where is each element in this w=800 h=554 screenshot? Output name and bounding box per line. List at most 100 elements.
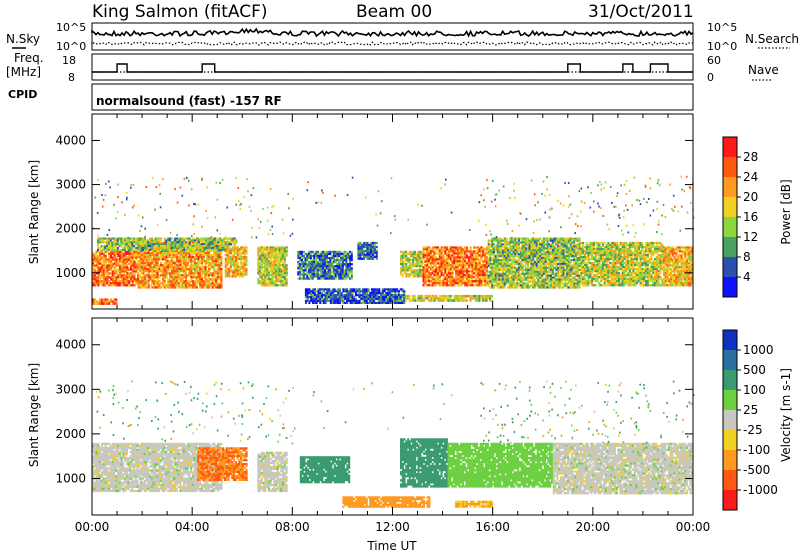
velocity-region bbox=[342, 496, 431, 508]
colorbar-tick-label: -25 bbox=[743, 423, 763, 437]
ytick-label: 4000 bbox=[55, 338, 86, 352]
velocity-scatter bbox=[95, 380, 695, 445]
colorbar-swatch bbox=[723, 197, 737, 218]
velocity-colorbar-label: Velocity [m s-1] bbox=[779, 368, 793, 462]
velocity-region bbox=[257, 451, 288, 493]
colorbar-tick-label: -100 bbox=[743, 443, 770, 457]
power-region bbox=[92, 250, 138, 287]
power-region bbox=[297, 250, 353, 280]
power-region bbox=[97, 237, 238, 252]
colorbar-swatch bbox=[723, 490, 737, 511]
power-panel: 4000 3000 2000 1000 Slant Range [km] bbox=[27, 113, 695, 310]
velocity-region bbox=[552, 442, 694, 495]
frequency-label: Freq. bbox=[14, 51, 44, 65]
noise-sky-trace bbox=[91, 27, 694, 38]
xtick-label: 04:00 bbox=[175, 520, 210, 534]
noise-tick-low: 10^0 bbox=[56, 40, 86, 53]
colorbar-swatch bbox=[723, 137, 737, 158]
colorbar-swatch bbox=[723, 177, 737, 198]
colorbar-swatch bbox=[723, 430, 737, 451]
colorbar-swatch bbox=[723, 370, 737, 391]
frequency-unit-label: [MHz] bbox=[6, 65, 41, 79]
noise-sky-label: N.Sky bbox=[6, 32, 40, 46]
ytick-label: 1000 bbox=[55, 266, 86, 280]
power-region bbox=[92, 298, 118, 305]
colorbar-swatch bbox=[723, 470, 737, 491]
xtick-label: 12:00 bbox=[375, 520, 410, 534]
velocity-data bbox=[92, 380, 695, 508]
xtick-label: 08:00 bbox=[275, 520, 310, 534]
power-region bbox=[663, 246, 694, 287]
ytick-label: 2000 bbox=[55, 427, 86, 441]
nave-tick-high: 60 bbox=[707, 54, 721, 67]
colorbar-swatch bbox=[723, 157, 737, 178]
xtick-label: 16:00 bbox=[475, 520, 510, 534]
power-region bbox=[304, 288, 406, 304]
colorbar-tick-label: 1000 bbox=[743, 343, 774, 357]
colorbar-swatch bbox=[723, 257, 737, 278]
frequency-trace bbox=[92, 63, 693, 73]
power-region bbox=[487, 237, 581, 289]
power-axes: 4000 3000 2000 1000 bbox=[55, 114, 694, 309]
velocity-region bbox=[299, 456, 351, 484]
nave-label: Nave bbox=[748, 63, 779, 77]
colorbar-swatch bbox=[723, 217, 737, 238]
nave-tick-low: 0 bbox=[707, 71, 714, 84]
velocity-region bbox=[447, 442, 554, 488]
power-scatter bbox=[92, 175, 695, 240]
velocity-panel: 4000 3000 2000 1000 00:00 04:00 08:00 12:00 16:0… bbox=[27, 317, 710, 553]
power-region bbox=[224, 246, 248, 278]
cpid-label: CPID bbox=[8, 88, 37, 101]
mode-label: normalsound (fast) -157 RF bbox=[96, 94, 282, 108]
colorbar-swatch bbox=[723, 350, 737, 371]
frequency-tick-low: 8 bbox=[68, 71, 75, 84]
power-region bbox=[257, 246, 288, 287]
colorbar-tick-label: -500 bbox=[743, 463, 770, 477]
frequency-panel-frame bbox=[91, 53, 694, 81]
colorbar-swatch bbox=[723, 410, 737, 431]
ytick-label: 2000 bbox=[55, 222, 86, 236]
colorbar-tick-label: 100 bbox=[743, 383, 766, 397]
date-title: 31/Oct/2011 bbox=[588, 2, 694, 22]
xtick-label: 00:00 bbox=[676, 520, 711, 534]
colorbar-swatch bbox=[723, 330, 737, 351]
noise-search-label: N.Search bbox=[745, 32, 799, 46]
frequency-panel: Freq. [MHz] 18 8 60 0 Nave bbox=[6, 51, 779, 84]
ytick-label: 3000 bbox=[55, 382, 86, 396]
noise-tick-high-right: 10^5 bbox=[707, 21, 737, 34]
beam-title: Beam 00 bbox=[356, 2, 432, 22]
power-colorbar-label: Power [dB] bbox=[779, 179, 793, 244]
noise-search-trace bbox=[91, 41, 694, 47]
power-region bbox=[422, 246, 488, 287]
ytick-label: 3000 bbox=[55, 178, 86, 192]
colorbar-tick-label: 12 bbox=[743, 230, 758, 244]
colorbar-tick-label: 25 bbox=[743, 403, 758, 417]
colorbar-tick-label: 8 bbox=[743, 250, 751, 264]
power-region bbox=[580, 241, 664, 287]
colorbar-tick-label: 24 bbox=[743, 170, 758, 184]
frequency-tick-high: 18 bbox=[62, 54, 76, 67]
velocity-colorbar: 1000 500 100 25 -25 -100 -500 -1000 bbox=[722, 329, 778, 511]
ytick-label: 1000 bbox=[55, 471, 86, 485]
colorbar-tick-label: 20 bbox=[743, 190, 758, 204]
velocity-region bbox=[455, 500, 493, 508]
colorbar-swatch bbox=[723, 237, 737, 258]
noise-panel: N.Sky 10^5 10^0 10^5 10^0 N.Search bbox=[6, 21, 799, 53]
colorbar-tick-label: 500 bbox=[743, 363, 766, 377]
colorbar-swatch bbox=[723, 450, 737, 471]
power-colorbar: 28 24 20 16 12 8 4 bbox=[722, 136, 758, 298]
cpid-panel-frame bbox=[91, 83, 694, 111]
ytick-label: 4000 bbox=[55, 133, 86, 147]
noise-panel-frame bbox=[91, 22, 694, 51]
xtick-label: 20:00 bbox=[576, 520, 611, 534]
velocity-region bbox=[197, 447, 248, 481]
station-title: King Salmon (fitACF) bbox=[92, 2, 268, 22]
power-data bbox=[92, 175, 695, 305]
xtick-label: 00:00 bbox=[75, 520, 110, 534]
velocity-axes: 4000 3000 2000 1000 00:00 04:00 08:00 12:00 16:0… bbox=[55, 318, 710, 534]
colorbar-tick-label: -1000 bbox=[743, 483, 778, 497]
colorbar-swatch bbox=[723, 390, 737, 411]
time-xlabel: Time UT bbox=[366, 539, 417, 553]
colorbar-swatch bbox=[723, 277, 737, 298]
colorbar-tick-label: 4 bbox=[743, 270, 751, 284]
